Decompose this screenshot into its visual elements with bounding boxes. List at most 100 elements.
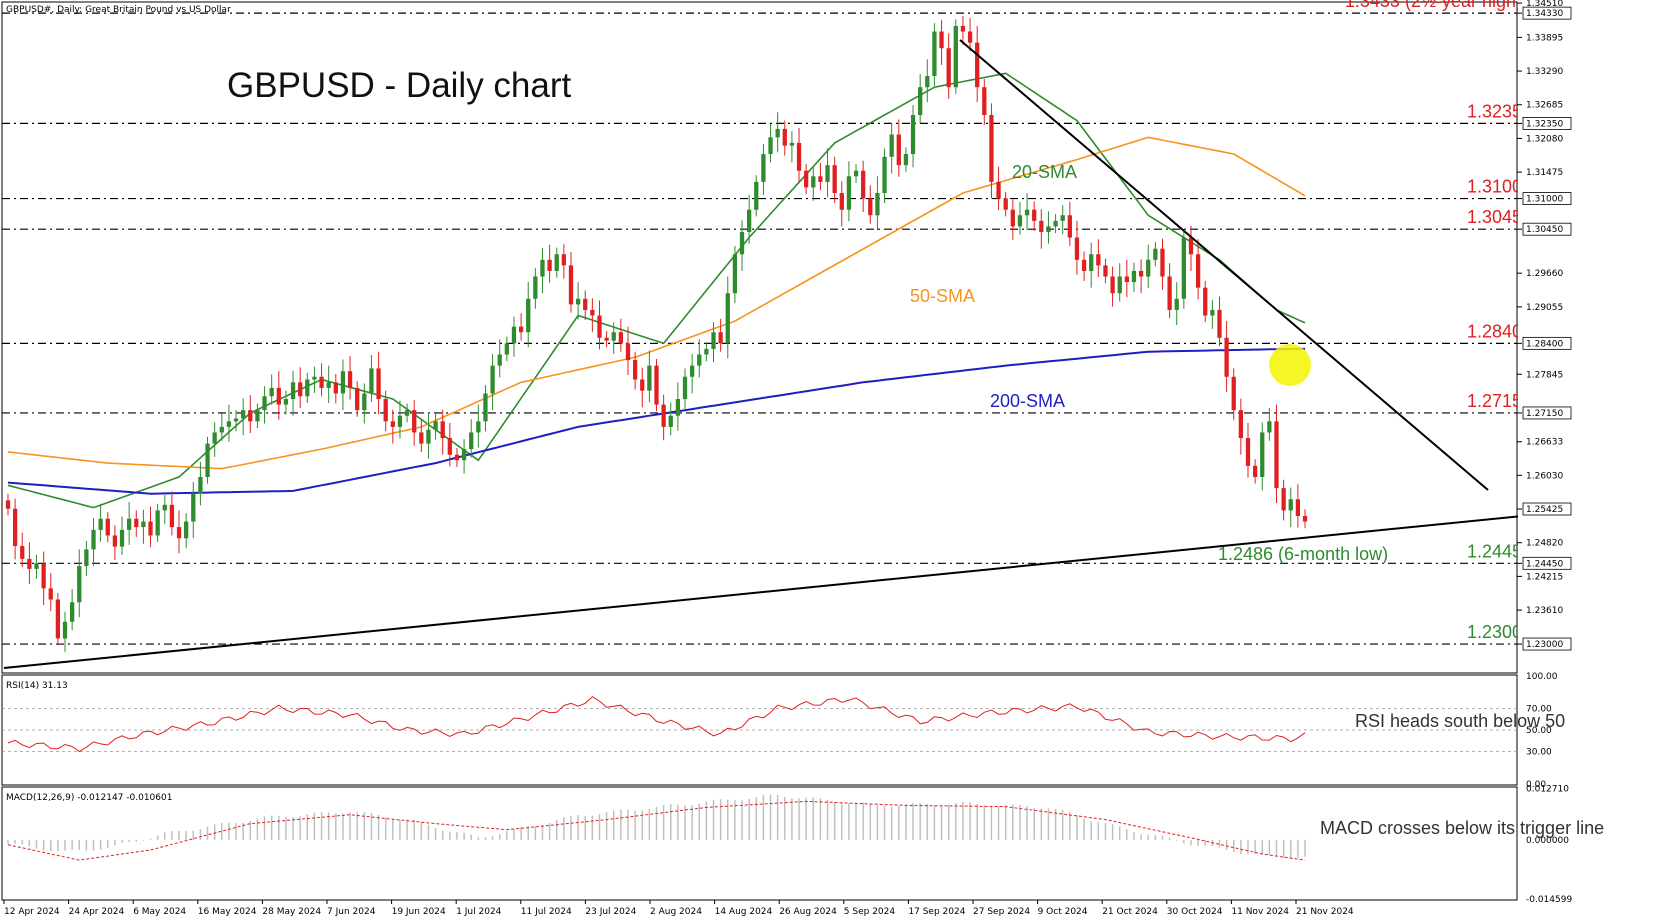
candle-body — [447, 438, 452, 455]
candle-body — [903, 154, 909, 166]
candle-body — [875, 192, 880, 216]
candle-body — [861, 170, 866, 199]
candle-body — [739, 231, 745, 255]
price-tick-label: 1.26030 — [1526, 471, 1563, 481]
candle-body — [1267, 421, 1272, 433]
date-tick-label: 19 Jun 2024 — [392, 907, 446, 917]
candle-body — [518, 326, 524, 333]
axis-background — [1518, 0, 1675, 919]
date-tick-label: 9 Oct 2024 — [1038, 907, 1088, 917]
candle-body — [818, 176, 823, 182]
price-tick-label: 1.34330 — [1526, 9, 1563, 19]
candle-body — [27, 558, 32, 569]
candle-body — [804, 170, 809, 188]
candle-body — [162, 504, 167, 511]
candle-body — [1231, 376, 1236, 411]
candle-body — [347, 371, 353, 388]
price-tick-label: 1.24450 — [1526, 559, 1563, 569]
candle-body — [48, 588, 53, 600]
candle-body — [319, 376, 324, 388]
rsi-tick-label: 30.00 — [1526, 748, 1552, 758]
rsi-tick-label: 100.00 — [1526, 672, 1558, 682]
candle-body — [982, 87, 987, 116]
candle-body — [1089, 254, 1094, 271]
candle-body — [41, 563, 46, 589]
macd-tick-label: -0.014599 — [1526, 895, 1572, 905]
sma-line — [7, 136, 1306, 470]
candle-body — [1131, 270, 1137, 283]
sma20-label: 20-SMA — [1012, 162, 1077, 182]
candle-body — [77, 566, 82, 603]
candle-body — [134, 518, 139, 528]
sma50-label: 50-SMA — [910, 286, 975, 306]
candle-body — [1203, 287, 1208, 316]
candle-body — [404, 410, 410, 416]
candle-body — [711, 332, 716, 349]
candle-body — [1096, 254, 1101, 266]
date-tick-label: 21 Oct 2024 — [1102, 907, 1158, 917]
candle-body — [490, 365, 495, 394]
axis-price-box — [1522, 222, 1572, 236]
date-tick-label: 14 Aug 2024 — [715, 907, 773, 917]
candle-body — [12, 508, 18, 547]
candle-body — [996, 181, 1001, 199]
candle-body — [98, 518, 103, 530]
candle-body — [419, 432, 424, 444]
date-tick-label: 2 Aug 2024 — [650, 907, 702, 917]
macd-panel: 0.012710 0.000000 -0.014599 — [7, 784, 1572, 905]
price-tick-label: 1.32685 — [1526, 101, 1563, 111]
date-tick-label: 11 Nov 2024 — [1231, 907, 1289, 917]
candle-body — [725, 293, 730, 344]
candle-body — [205, 443, 210, 477]
candle-body — [675, 399, 681, 416]
candle-body — [326, 382, 331, 388]
date-tick-label: 1 Jul 2024 — [456, 907, 501, 917]
sma-line — [7, 72, 1306, 509]
candle-body — [1245, 438, 1251, 466]
candle-body — [155, 510, 160, 536]
price-levels: 1.3433 (2½-year high) 1.3235 1.3100 1.3045 1… — [2, 0, 1522, 645]
price-tick-label: 1.27845 — [1526, 370, 1563, 380]
candle-body — [127, 518, 132, 530]
candle-body — [1039, 220, 1044, 232]
date-tick-label: 5 Sep 2024 — [844, 907, 896, 917]
level-label: 1.3235 — [1467, 101, 1522, 121]
candle-body — [689, 365, 695, 377]
candle-body — [939, 31, 944, 49]
candle-body — [1167, 276, 1172, 310]
date-tick-label: 12 Apr 2024 — [4, 907, 60, 917]
axis-price-box — [1522, 6, 1572, 20]
candle-body — [1302, 515, 1308, 522]
candle-body — [853, 170, 859, 177]
level-label: 1.2445 — [1467, 541, 1522, 561]
time-axis: 12 Apr 2024 24 Apr 2024 6 May 2024 16 May 2… — [3, 900, 1354, 917]
price-tick-label: 1.33290 — [1526, 67, 1563, 77]
candle-body — [91, 529, 96, 550]
candle-body — [1146, 259, 1151, 277]
candle-body — [1053, 220, 1058, 227]
date-tick-label: 30 Oct 2024 — [1167, 907, 1223, 917]
candle-body — [440, 421, 445, 439]
candle-body — [1117, 276, 1122, 294]
candle-body — [540, 259, 545, 277]
candle-body — [718, 332, 723, 344]
date-tick-label: 7 Jun 2024 — [327, 907, 376, 917]
candle-body — [1074, 237, 1080, 260]
candle-body — [1174, 298, 1179, 310]
candle-body — [1003, 198, 1008, 210]
level-label: 1.2840 — [1467, 321, 1522, 341]
candle-body — [533, 276, 538, 299]
level-label: 1.3433 (2½-year high) — [1345, 0, 1522, 11]
chart-title: GBPUSD - Daily chart — [227, 66, 572, 105]
candle-body — [1046, 226, 1051, 232]
candle-body — [340, 371, 346, 394]
candle-body — [554, 254, 559, 271]
candle-body — [62, 621, 68, 639]
moving-averages — [7, 72, 1306, 509]
candle-body — [1252, 465, 1258, 477]
candle-body — [747, 209, 752, 232]
rsi-tick-label: 50.00 — [1526, 726, 1552, 736]
candle-body — [1217, 309, 1222, 338]
candle-body — [1124, 276, 1129, 283]
